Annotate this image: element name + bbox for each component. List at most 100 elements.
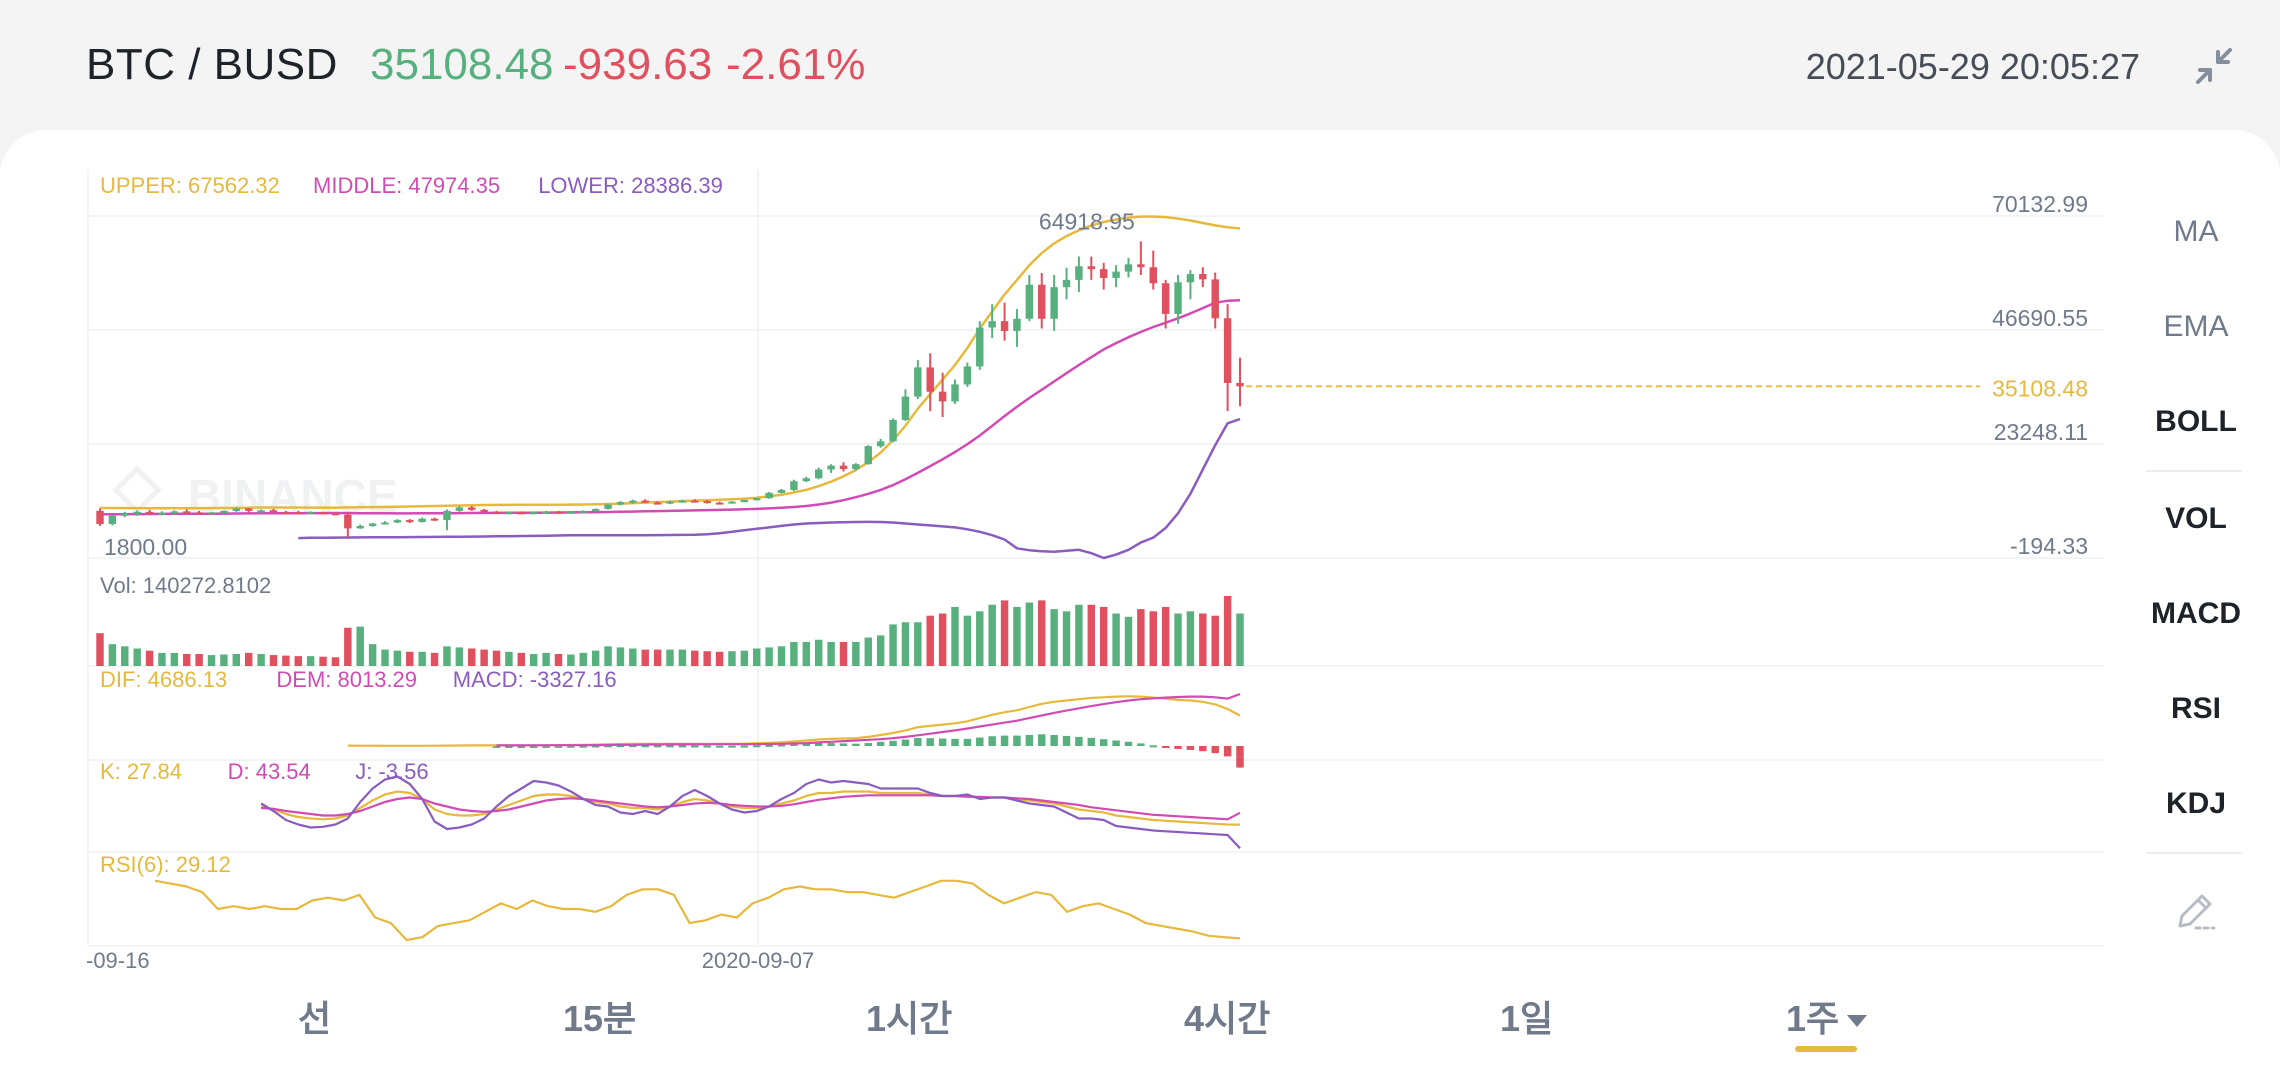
volume-bar <box>616 647 625 666</box>
legend-item: UPPER: 67562.32 <box>100 173 280 198</box>
indicator-kdj[interactable]: KDJ <box>2165 787 2226 820</box>
binance-logo-icon <box>112 465 162 515</box>
macd-hist-bar <box>691 745 699 748</box>
indicator-rsi[interactable]: RSI <box>2170 692 2221 725</box>
collapse-arrows-icon[interactable] <box>2194 46 2234 86</box>
volume-bar <box>294 656 302 666</box>
macd-hist-bar <box>864 743 872 746</box>
volume-bar <box>1137 609 1145 666</box>
indicator-boll[interactable]: BOLL <box>2155 405 2237 438</box>
volume-bar <box>356 626 364 666</box>
volume-bar <box>306 656 315 666</box>
macd-hist-bar <box>740 745 749 748</box>
candle-body <box>1112 271 1120 278</box>
candle-body <box>604 504 612 509</box>
candle-body <box>331 513 340 516</box>
indicator-divider <box>2146 852 2242 854</box>
candle-body <box>889 419 897 442</box>
indicator-ema[interactable]: EMA <box>2163 310 2229 343</box>
volume-bar <box>765 647 773 666</box>
candle-body <box>951 384 959 402</box>
indicator-ma[interactable]: MA <box>2173 215 2219 248</box>
macd-hist-bar <box>517 746 526 748</box>
high-price-label: 64918.95 <box>1039 208 1135 234</box>
candle-body <box>1099 269 1108 278</box>
trading-pair: BTC / BUSD <box>86 40 338 89</box>
candle-body <box>1013 318 1021 331</box>
macd-hist-bar <box>629 745 637 748</box>
macd-hist-bar <box>1161 746 1170 748</box>
indicator-vol[interactable]: VOL <box>2165 502 2227 535</box>
candle-body <box>1137 264 1145 268</box>
interval-1d[interactable]: 1일 <box>1500 998 1554 1039</box>
volume-bar <box>406 651 414 666</box>
candle-body <box>220 510 228 513</box>
macd-hist-bar <box>802 743 811 746</box>
candle-body <box>790 481 798 490</box>
x-tick-label: 2020-09-07 <box>702 948 815 973</box>
macd-hist-bar <box>790 743 798 746</box>
volume-bar <box>381 649 389 666</box>
candle-body <box>1149 267 1157 284</box>
volume-bar <box>1050 609 1058 666</box>
candle-body <box>554 511 563 514</box>
volume-label: Vol: 140272.8102 <box>100 573 271 598</box>
candle-body <box>505 512 513 515</box>
macd-hist-bar <box>889 740 897 746</box>
macd-hist-bar <box>703 745 711 748</box>
macd-dem-line <box>496 692 1241 747</box>
volume-bar <box>418 651 426 666</box>
legend-item: LOWER: 28386.39 <box>538 173 723 198</box>
legend-item: K: 27.84 <box>100 759 182 784</box>
interval-4h[interactable]: 4시간 <box>1184 998 1271 1039</box>
indicator-macd[interactable]: MACD <box>2151 597 2241 630</box>
volume-bar <box>1174 613 1182 666</box>
interval-line[interactable]: 선 <box>298 998 332 1039</box>
candle-body <box>827 465 835 470</box>
volume-bar <box>121 646 129 666</box>
price-change-percent: -2.61% <box>726 40 866 89</box>
macd-hist-bar <box>914 737 922 746</box>
macd-hist-bar <box>765 744 773 747</box>
candle-body <box>282 511 290 514</box>
interval-bar: 선 15분 1시간 4시간 1일 1주 <box>0 990 2280 1060</box>
candle-body <box>938 391 947 402</box>
volume-bar <box>207 655 216 666</box>
candle-body <box>368 523 377 526</box>
volume-bar <box>1236 613 1244 666</box>
interval-15m[interactable]: 15분 <box>563 998 637 1039</box>
candle-body <box>678 500 687 503</box>
macd-hist-bar <box>1149 745 1157 748</box>
candle-body <box>814 469 823 479</box>
volume-bar <box>430 652 439 666</box>
candle-body <box>306 512 315 515</box>
volume-bar <box>96 633 104 666</box>
macd-hist-bar <box>1050 734 1058 746</box>
volume-bar <box>802 641 811 666</box>
macd-hist-bar <box>678 745 687 748</box>
candle-body <box>1050 287 1058 319</box>
volume-bar <box>715 651 724 666</box>
candle-body <box>406 520 414 523</box>
volume-bar <box>468 648 476 666</box>
y-tick-label: 46690.55 <box>1992 305 2088 331</box>
candle-body <box>579 510 587 513</box>
volume-bar <box>629 648 637 666</box>
candle-body <box>1000 321 1009 331</box>
candle-body <box>765 492 773 499</box>
volume-bar <box>1000 600 1009 666</box>
volume-bar <box>480 649 488 666</box>
volume-bar <box>1161 606 1170 666</box>
candle-body <box>1174 282 1182 314</box>
kline-chart[interactable]: BINANCE35108.4870132.9946690.5523248.11-… <box>0 130 2280 1080</box>
candle-body <box>976 327 984 367</box>
candle-body <box>430 518 439 521</box>
volume-bar <box>505 651 513 666</box>
pen-draw-icon[interactable] <box>2172 888 2218 934</box>
macd-hist-bar <box>1137 743 1145 746</box>
macd-hist-bar <box>529 746 538 748</box>
interval-1w[interactable]: 1주 <box>1786 990 1868 1042</box>
interval-1h[interactable]: 1시간 <box>866 998 953 1039</box>
volume-bar <box>517 652 526 666</box>
volume-bar <box>145 650 154 666</box>
